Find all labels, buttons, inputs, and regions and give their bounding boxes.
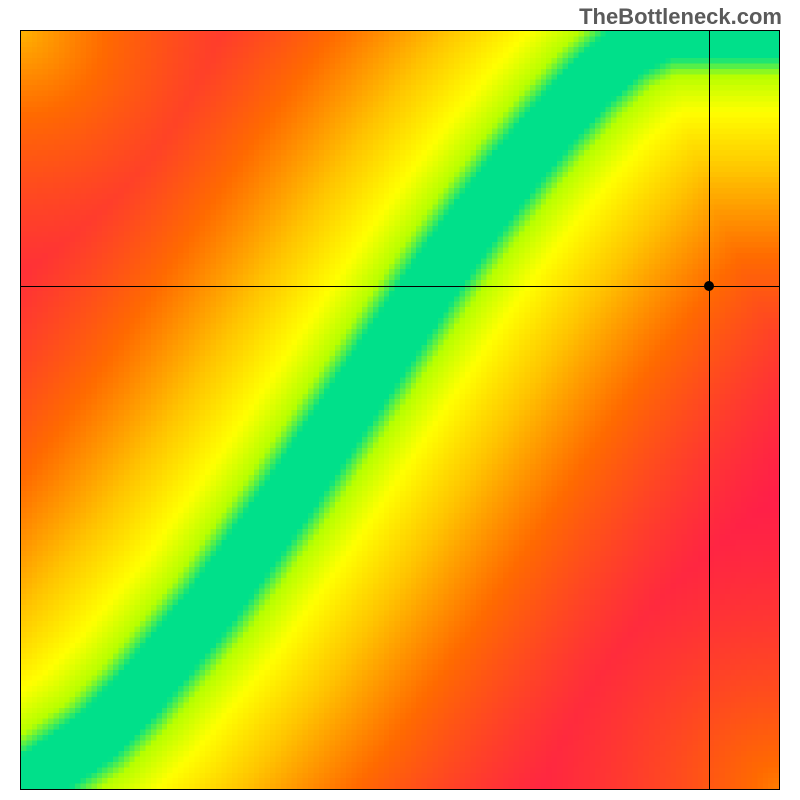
watermark-text: TheBottleneck.com (579, 4, 782, 30)
crosshair-vertical (709, 31, 710, 789)
heatmap-plot (20, 30, 780, 790)
heatmap-canvas (21, 31, 779, 789)
crosshair-horizontal (21, 286, 779, 287)
chart-container: TheBottleneck.com (0, 0, 800, 800)
crosshair-marker (704, 281, 714, 291)
